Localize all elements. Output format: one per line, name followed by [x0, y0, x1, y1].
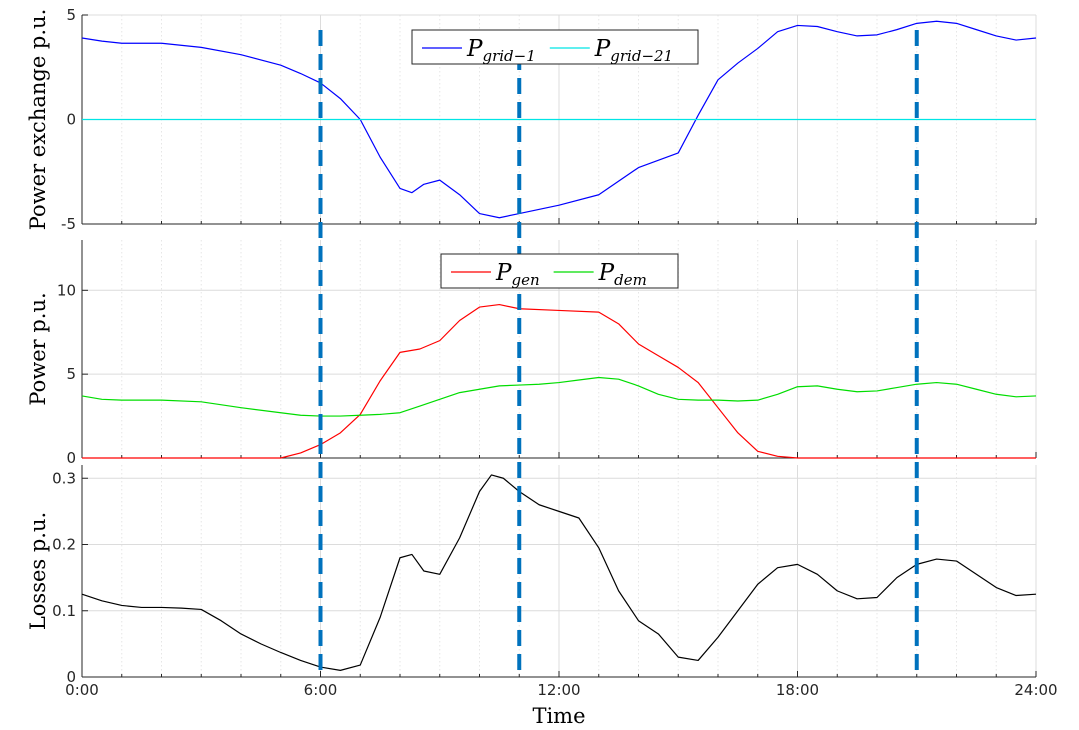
legend-label-1: Pgen [495, 260, 540, 289]
y-tick-label: 0.2 [52, 536, 76, 554]
x-tick-label: 6:00 [304, 681, 338, 699]
panel-3: 0 0.1 0.2 0.3 Losses p.u. 0:00 6:00 12:00 18:00 2… [26, 465, 1058, 728]
legend-label-2: Pdem [598, 260, 647, 289]
series-line-1 [81, 20, 1037, 219]
legend-label-1: Pgrid−1 [466, 36, 536, 65]
y-tick-label: 0.1 [52, 602, 76, 620]
y-tick-label: 0 [66, 668, 76, 686]
y-axis-label: Power exchange p.u. [26, 9, 50, 231]
series-line-1 [82, 303, 1036, 459]
legend-2: Pgen Pdem [440, 253, 679, 289]
x-tick-label: 18:00 [776, 681, 819, 699]
y-tick-label: -5 [61, 215, 76, 233]
series-line-1 [81, 474, 1037, 671]
y-tick-label: 0 [66, 111, 76, 129]
y-tick-label: 0.3 [52, 469, 76, 487]
legend-label-2: Pgrid−21 [594, 36, 673, 65]
legend-1: Pgrid−1 Pgrid−21 [411, 29, 699, 65]
event-markers [318, 30, 919, 677]
series-line-2 [81, 376, 1037, 417]
x-tick-label: 0:00 [65, 681, 99, 699]
y-tick-label: 5 [66, 6, 76, 24]
y-tick-label: 10 [57, 281, 76, 299]
y-tick-label: 5 [66, 365, 76, 383]
legend-box [440, 253, 679, 289]
y-axis-label: Power p.u. [26, 292, 50, 405]
x-tick-label: 24:00 [1014, 681, 1057, 699]
y-axis-label: Losses p.u. [26, 512, 50, 630]
x-axis-label: Time [532, 704, 585, 728]
legend-box [411, 29, 699, 65]
x-tick-label: 12:00 [537, 681, 580, 699]
y-tick-label: 0 [66, 449, 76, 467]
